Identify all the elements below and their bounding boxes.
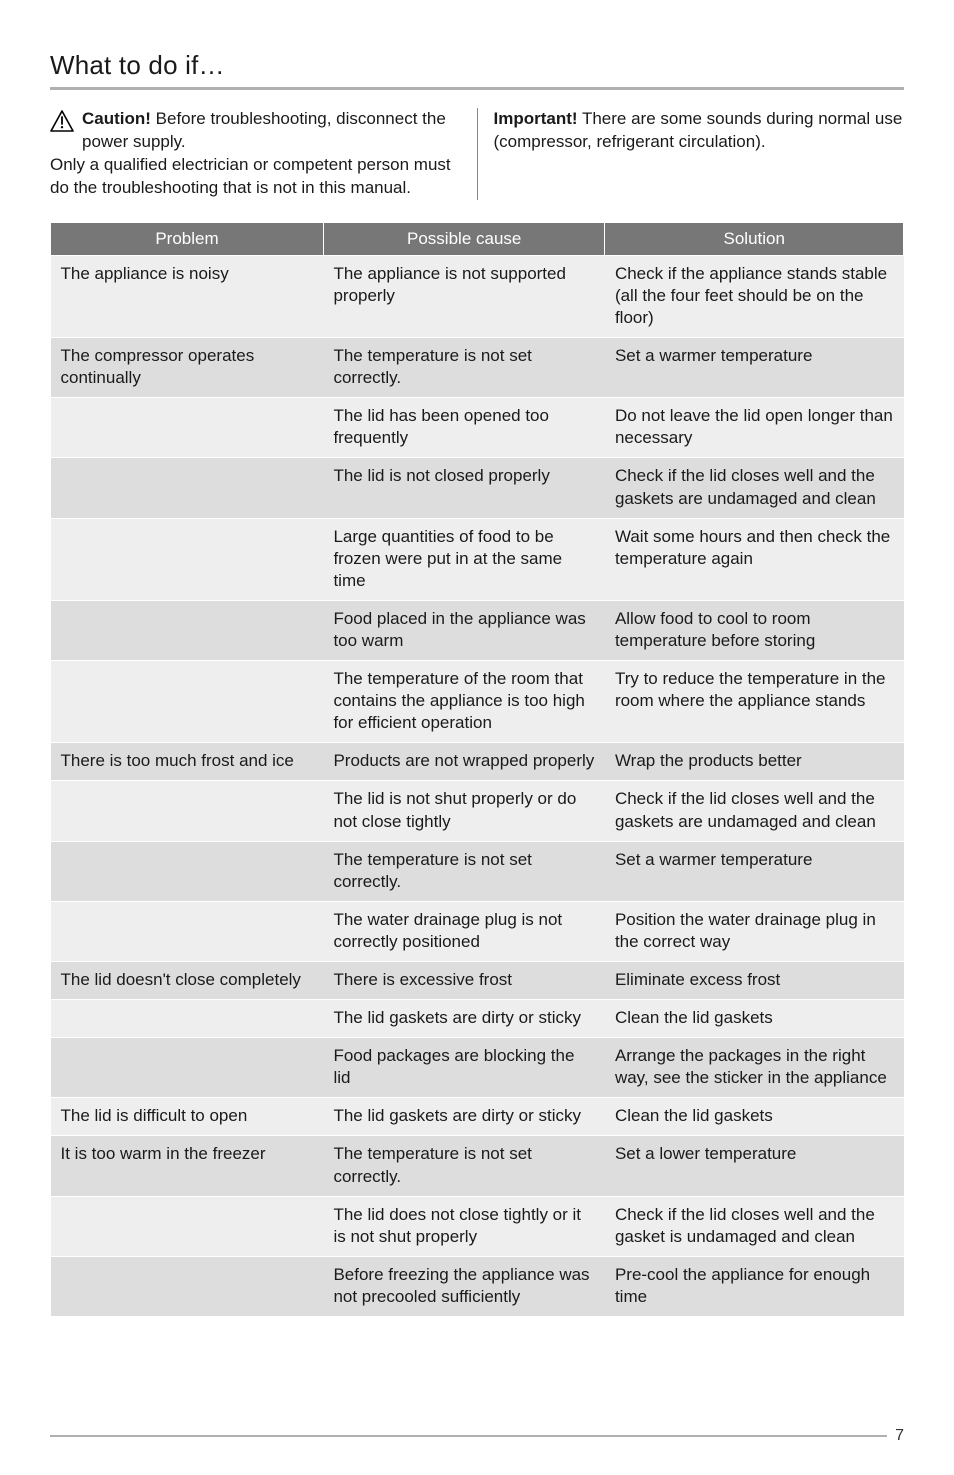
title-rule (50, 87, 904, 90)
cell-problem (51, 1256, 324, 1316)
table-row: The compressor operates continuallyThe t… (51, 338, 904, 398)
cell-problem (51, 518, 324, 600)
table-row: The water drainage plug is not correctly… (51, 901, 904, 961)
cell-cause: The lid is not shut properly or do not c… (323, 781, 604, 841)
cell-cause: Large quantities of food to be frozen we… (323, 518, 604, 600)
cell-cause: The temperature is not set correctly. (323, 1136, 604, 1196)
cell-cause: The lid does not close tightly or it is … (323, 1196, 604, 1256)
cell-problem (51, 661, 324, 743)
caution-text: Caution! Before troubleshooting, disconn… (82, 108, 461, 154)
cell-cause: The lid gaskets are dirty or sticky (323, 1098, 604, 1136)
cell-problem: There is too much frost and ice (51, 743, 324, 781)
intro-columns: Caution! Before troubleshooting, disconn… (50, 108, 904, 200)
table-row: Food packages are blocking the lidArrang… (51, 1038, 904, 1098)
cell-solution: Try to reduce the temperature in the roo… (605, 661, 904, 743)
cell-problem (51, 781, 324, 841)
table-row: The lid is not closed properlyCheck if t… (51, 458, 904, 518)
table-row: The appliance is noisyThe appliance is n… (51, 255, 904, 337)
table-row: Large quantities of food to be frozen we… (51, 518, 904, 600)
cell-problem (51, 1038, 324, 1098)
important-label: Important! (494, 109, 578, 128)
cell-cause: The temperature is not set correctly. (323, 841, 604, 901)
cell-cause: Food packages are blocking the lid (323, 1038, 604, 1098)
cell-problem: The lid is difficult to open (51, 1098, 324, 1136)
cell-cause: The temperature is not set correctly. (323, 338, 604, 398)
cell-cause: The water drainage plug is not correctly… (323, 901, 604, 961)
table-row: The lid doesn't close completelyThere is… (51, 962, 904, 1000)
cell-cause: The temperature of the room that contain… (323, 661, 604, 743)
cell-solution: Set a warmer temperature (605, 338, 904, 398)
cell-solution: Check if the lid closes well and the gas… (605, 1196, 904, 1256)
caution-label: Caution! (82, 109, 151, 128)
table-row: The lid gaskets are dirty or stickyClean… (51, 1000, 904, 1038)
cell-solution: Set a warmer temperature (605, 841, 904, 901)
cell-problem: It is too warm in the freezer (51, 1136, 324, 1196)
table-body: The appliance is noisyThe appliance is n… (51, 255, 904, 1316)
cell-solution: Eliminate excess frost (605, 962, 904, 1000)
cell-solution: Arrange the packages in the right way, s… (605, 1038, 904, 1098)
cell-problem: The compressor operates continually (51, 338, 324, 398)
intro-right-column: Important! There are some sounds during … (478, 108, 905, 200)
cell-solution: Check if the lid closes well and the gas… (605, 781, 904, 841)
col-header-problem: Problem (51, 222, 324, 255)
cell-solution: Allow food to cool to room temperature b… (605, 600, 904, 660)
cell-solution: Set a lower temperature (605, 1136, 904, 1196)
caution-continued: Only a qualified electrician or competen… (50, 154, 461, 200)
cell-solution: Clean the lid gaskets (605, 1098, 904, 1136)
cell-solution: Check if the lid closes well and the gas… (605, 458, 904, 518)
cell-problem: The appliance is noisy (51, 255, 324, 337)
table-row: There is too much frost and iceProducts … (51, 743, 904, 781)
cell-problem: The lid doesn't close completely (51, 962, 324, 1000)
table-row: The temperature is not set correctly.Set… (51, 841, 904, 901)
cell-solution: Wrap the products better (605, 743, 904, 781)
cell-problem (51, 901, 324, 961)
important-text: Important! There are some sounds during … (494, 109, 903, 151)
page-number: 7 (895, 1427, 904, 1445)
table-row: Food placed in the appliance was too war… (51, 600, 904, 660)
table-row: Before freezing the appliance was not pr… (51, 1256, 904, 1316)
cell-cause: The lid gaskets are dirty or sticky (323, 1000, 604, 1038)
page-footer: 7 (50, 1427, 904, 1445)
cell-problem (51, 600, 324, 660)
table-row: It is too warm in the freezerThe tempera… (51, 1136, 904, 1196)
cell-problem (51, 458, 324, 518)
cell-cause: Food placed in the appliance was too war… (323, 600, 604, 660)
cell-cause: There is excessive frost (323, 962, 604, 1000)
cell-solution: Position the water drainage plug in the … (605, 901, 904, 961)
cell-problem (51, 1196, 324, 1256)
warning-icon (50, 110, 76, 137)
table-row: The lid has been opened too frequentlyDo… (51, 398, 904, 458)
table-header-row: Problem Possible cause Solution (51, 222, 904, 255)
cell-solution: Pre-cool the appliance for enough time (605, 1256, 904, 1316)
cell-cause: The lid is not closed properly (323, 458, 604, 518)
cell-solution: Clean the lid gaskets (605, 1000, 904, 1038)
cell-cause: Products are not wrapped properly (323, 743, 604, 781)
cell-problem (51, 398, 324, 458)
table-row: The lid is difficult to openThe lid gask… (51, 1098, 904, 1136)
cell-solution: Do not leave the lid open longer than ne… (605, 398, 904, 458)
footer-rule (50, 1435, 887, 1437)
intro-left-column: Caution! Before troubleshooting, disconn… (50, 108, 478, 200)
table-row: The lid does not close tightly or it is … (51, 1196, 904, 1256)
table-row: The lid is not shut properly or do not c… (51, 781, 904, 841)
table-row: The temperature of the room that contain… (51, 661, 904, 743)
col-header-cause: Possible cause (323, 222, 604, 255)
cell-problem (51, 1000, 324, 1038)
cell-solution: Wait some hours and then check the tempe… (605, 518, 904, 600)
cell-cause: The appliance is not supported properly (323, 255, 604, 337)
caution-block: Caution! Before troubleshooting, disconn… (50, 108, 461, 154)
section-title: What to do if… (50, 50, 904, 81)
cell-cause: The lid has been opened too frequently (323, 398, 604, 458)
col-header-solution: Solution (605, 222, 904, 255)
troubleshooting-table: Problem Possible cause Solution The appl… (50, 222, 904, 1317)
cell-cause: Before freezing the appliance was not pr… (323, 1256, 604, 1316)
cell-solution: Check if the appliance stands stable (al… (605, 255, 904, 337)
cell-problem (51, 841, 324, 901)
